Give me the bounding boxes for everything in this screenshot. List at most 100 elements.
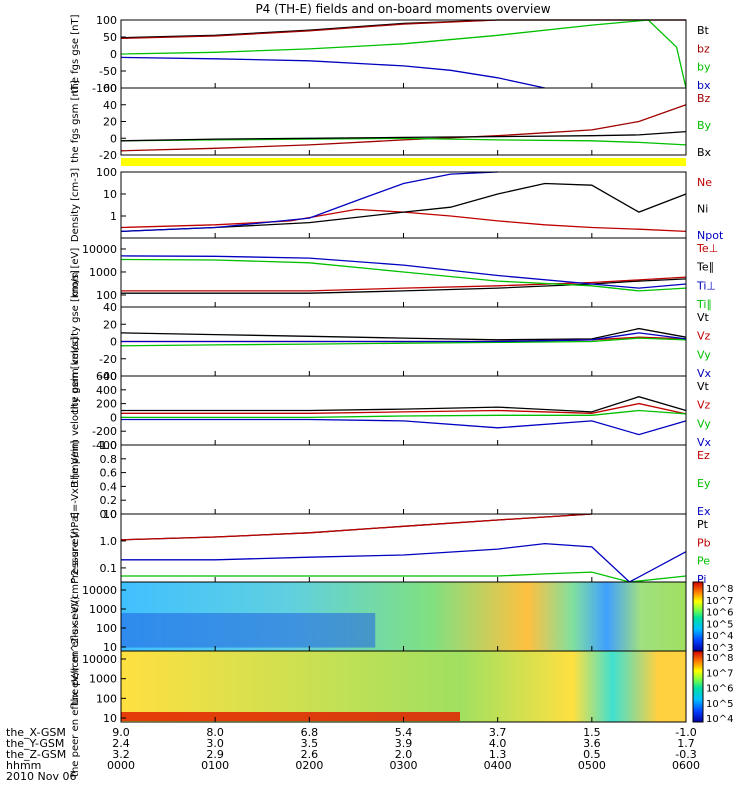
y-tick-label: 0.0 [100, 508, 118, 521]
x-row-label: hhmm [6, 759, 41, 772]
legend-entry: Ex [697, 505, 711, 518]
y-tick-label: 0 [110, 48, 117, 61]
series-line-Bz [120, 104, 687, 152]
y-tick-label: 1 [110, 210, 117, 223]
y-tick-label: 50 [103, 31, 117, 44]
y-axis-label: mom [eV] [70, 248, 81, 298]
y-tick-label: 1000 [89, 266, 117, 279]
x-tick-label: 2.4 [112, 737, 130, 750]
colorbar-label: 10^6 [706, 684, 733, 695]
y-tick-label: 10 [103, 508, 117, 521]
y-tick-label: 10000 [82, 584, 117, 597]
series-line-Pb [120, 513, 592, 541]
legend-entry: Ey [697, 477, 711, 490]
y-tick-label: 0 [110, 132, 117, 145]
colorbar-label: 10^7 [706, 596, 733, 607]
y-tick-label: 0 [110, 336, 117, 349]
panel-frame [120, 19, 687, 89]
colorbar-1: 10^810^710^610^510^410^3 [692, 581, 733, 654]
x-tick-label: 9.0 [112, 726, 130, 739]
series-line-Vx [121, 332, 687, 343]
y-axis-label: Pressure [nPa] [70, 512, 81, 584]
x-tick-label: 0100 [201, 759, 229, 772]
y-axis-label: the fgs gse [nT] [70, 14, 81, 93]
x-tick-label: 1.7 [677, 737, 695, 750]
y-tick-label: 100 [96, 289, 117, 302]
series-line-Bt [120, 19, 686, 39]
y-tick-label: -400 [92, 439, 117, 452]
series-line-bx [120, 56, 545, 89]
y-tick-label: 100 [96, 166, 117, 179]
legend-entry: Pt [697, 518, 709, 531]
y-axis-label: the peim velocity gsm [km/s] [70, 337, 81, 484]
x-tick-label: 0400 [484, 759, 512, 772]
series-line-Vt [120, 327, 687, 341]
y-tick-label: 1.0 [100, 535, 118, 548]
series-line-Vy [121, 409, 687, 419]
colorbar-label: 10^6 [706, 608, 733, 619]
panel-9: 10000 1000 100 10 the peir en eflux eV/(cm^2… [70, 528, 687, 706]
x-tick-label: 3.5 [301, 737, 319, 750]
series-line-Te⊥ [121, 276, 687, 292]
legend-entry: Te∥ [696, 261, 714, 274]
y-tick-label: 10 [103, 641, 117, 654]
y-tick-label: 100 [96, 622, 117, 635]
x-tick-label: 0000 [107, 759, 135, 772]
colorbar-2: 10^8 10^7 10^6 10^5 10^4 [692, 650, 733, 725]
x-tick-label: 3.7 [489, 726, 507, 739]
panel-frame [120, 444, 687, 515]
y-tick-label: 0.1 [100, 562, 118, 575]
series-line-Vt [121, 396, 687, 413]
separator-strip [121, 158, 686, 166]
series-line-Npot [120, 171, 498, 233]
y-tick-label: 400 [96, 384, 117, 397]
panel-frame [120, 513, 687, 583]
x-tick-label: 2.6 [301, 748, 319, 761]
x-tick-label: 0300 [390, 759, 418, 772]
y-tick-label: 20 [103, 318, 117, 331]
legend-entry: Ti⊥ [696, 279, 716, 292]
figure-title: P4 (TH-E) fields and on-board moments ov… [255, 2, 550, 16]
y-axis-label: E=-VxB [mV/m] [70, 440, 81, 518]
legend-entry: Npot [697, 229, 724, 242]
x-tick-label: 1.3 [489, 748, 507, 761]
series-line-Te∥ [121, 278, 687, 294]
x-tick-label: 3.2 [112, 748, 130, 761]
series-line-By [120, 137, 687, 146]
y-axis-label: Density [cm-3] [70, 168, 81, 242]
y-tick-label: 100 [96, 692, 117, 705]
y-tick-label: -200 [92, 425, 117, 438]
series-line-Pi [121, 542, 687, 583]
y-tick-label: -40 [99, 370, 117, 383]
legend-entry: By [697, 119, 712, 132]
series-line-Vz [121, 402, 687, 415]
y-tick-label: 0.2 [100, 494, 118, 507]
colorbar-label: 10^4 [706, 714, 733, 725]
y-tick-label: -20 [99, 149, 117, 162]
colorbar-label: 10^3 [706, 643, 733, 654]
x-tick-label: 6.8 [301, 726, 319, 739]
spectrogram-low-energy-band [121, 613, 376, 648]
y-axis-label: the peim velocity gse [km/s] [70, 270, 81, 413]
colorbar-label: 10^7 [706, 668, 733, 679]
legend-entry: Vt [697, 380, 710, 393]
panel-7: 1.00.80.60.40.20.0 Ez Ey Ex E=-VxB [mV/m] [70, 439, 711, 521]
x-tick-label: 4.0 [489, 737, 507, 750]
legend-entry: Bt [697, 24, 710, 37]
x-tick-label: 5.4 [395, 726, 413, 739]
legend-entry: Vy [697, 348, 711, 361]
colorbar-label: 10^8 [706, 584, 733, 595]
y-axis-label: the peir en eflux eV/(cm^2-s-sr-eV) [70, 528, 81, 706]
y-tick-label: 40 [103, 99, 117, 112]
legend-entry: Pi [697, 573, 706, 586]
y-tick-label: 10 [103, 188, 117, 201]
colorbar-label: 10^5 [706, 619, 733, 630]
x-tick-label: 3.9 [395, 737, 413, 750]
panel-1: 100 50 0 -50 -100 Bt bz by bx the fgs gse [nT] [70, 14, 711, 95]
series-line-Pe [121, 571, 687, 583]
